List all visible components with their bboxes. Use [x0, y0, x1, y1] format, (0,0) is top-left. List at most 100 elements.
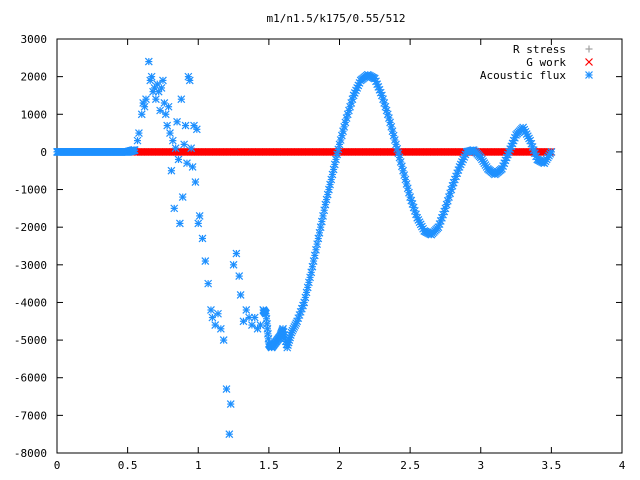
acoustic-flux-point [180, 140, 189, 149]
acoustic-flux-point [403, 184, 412, 193]
acoustic-flux-point [303, 283, 312, 292]
x-tick-label: 1 [195, 459, 202, 472]
acoustic-flux-point [208, 313, 217, 322]
acoustic-flux-point [412, 210, 420, 219]
acoustic-flux-point [339, 127, 347, 136]
acoustic-flux-point [402, 179, 411, 188]
acoustic-flux-point [161, 110, 170, 119]
acoustic-flux-point [142, 95, 150, 104]
y-tick-label: 0 [40, 146, 47, 159]
acoustic-flux-point [222, 385, 231, 393]
acoustic-flux-point [399, 166, 407, 175]
y-tick-label: -3000 [14, 259, 47, 272]
acoustic-flux-point [198, 234, 207, 243]
acoustic-flux-point [226, 400, 235, 408]
acoustic-flux-point [133, 136, 142, 145]
acoustic-flux-point [170, 204, 179, 213]
acoustic-flux-point [394, 149, 403, 158]
acoustic-flux-point [250, 313, 259, 322]
legend-label: R stress [513, 43, 566, 56]
acoustic-flux-point [547, 147, 556, 156]
acoustic-flux-point [216, 324, 225, 333]
x-tick-label: 0.5 [118, 459, 138, 472]
acoustic-flux-point [333, 150, 342, 159]
acoustic-flux-point [174, 155, 183, 164]
acoustic-flux-point [144, 57, 153, 66]
acoustic-flux-point [178, 193, 187, 201]
acoustic-flux-point [164, 102, 173, 111]
acoustic-flux-point [396, 158, 405, 166]
acoustic-flux-point [219, 336, 228, 345]
acoustic-flux-point [301, 293, 310, 302]
acoustic-flux-point [201, 257, 210, 265]
acoustic-flux-point [166, 129, 174, 138]
acoustic-flux-point [156, 106, 165, 115]
acoustic-flux-point [147, 72, 156, 81]
y-tick-label: -1000 [14, 184, 47, 197]
acoustic-flux-point [304, 278, 313, 287]
acoustic-flux-point [235, 272, 244, 281]
acoustic-flux-point [328, 170, 337, 179]
chart-title: m1/n1.5/k175/0.55/512 [266, 12, 405, 25]
x-tick-label: 4 [619, 459, 626, 472]
acoustic-flux-point [401, 175, 410, 184]
acoustic-flux-point [319, 211, 327, 220]
y-tick-label: -6000 [14, 372, 47, 385]
acoustic-flux-point [229, 260, 238, 269]
legend-marker [585, 45, 593, 53]
acoustic-flux-point [300, 298, 309, 307]
acoustic-flux-point [140, 102, 149, 111]
acoustic-flux-point [173, 117, 181, 126]
acoustic-flux-point [397, 162, 406, 171]
acoustic-flux-point [308, 262, 317, 271]
y-tick-label: -5000 [14, 334, 47, 347]
acoustic-flux-point [192, 125, 201, 134]
acoustic-flux-point [207, 306, 215, 314]
data-marks [53, 57, 556, 439]
acoustic-flux-point [387, 122, 396, 131]
legend-marker [585, 71, 593, 79]
acoustic-flux-point [326, 180, 335, 189]
y-tick-label: -7000 [14, 409, 47, 422]
acoustic-flux-point [232, 249, 241, 258]
acoustic-flux-point [302, 288, 311, 297]
x-tick-label: 2.5 [400, 459, 420, 472]
y-tick-label: 3000 [21, 33, 48, 46]
acoustic-flux-point [214, 309, 222, 318]
y-tick-label: -2000 [14, 221, 47, 234]
acoustic-flux-point [334, 145, 343, 154]
x-tick-label: 2 [336, 459, 343, 472]
acoustic-flux-point [256, 321, 265, 329]
y-tick-label: -4000 [14, 296, 47, 309]
acoustic-flux-point [385, 114, 393, 122]
acoustic-flux-point [335, 140, 344, 149]
acoustic-flux-point [159, 76, 167, 85]
acoustic-flux-point [400, 171, 409, 180]
acoustic-flux-point [191, 178, 200, 186]
acoustic-flux-point [167, 166, 176, 175]
acoustic-flux-point [340, 122, 349, 131]
acoustic-flux-point [157, 84, 166, 92]
acoustic-flux-point [248, 321, 256, 329]
acoustic-flux-point [388, 127, 397, 136]
acoustic-flux-point [337, 131, 346, 140]
axis-ticks: 0 0.5 1 1.5 2 2.5 3 3.5 4 3000 2000 1000 0 -1000 -2000… [14, 33, 626, 472]
acoustic-flux-point [195, 211, 204, 220]
acoustic-flux-point [341, 118, 350, 127]
acoustic-flux-point [177, 95, 186, 104]
acoustic-flux-point [239, 317, 248, 326]
legend-label: G work [526, 56, 566, 69]
y-tick-label: -8000 [14, 447, 47, 460]
acoustic-flux-point [332, 155, 340, 164]
acoustic-flux-point [322, 195, 331, 204]
acoustic-flux-point [329, 165, 338, 174]
acoustic-flux-point [389, 131, 398, 140]
y-tick-label: 1000 [21, 108, 48, 121]
acoustic-flux-point [185, 76, 194, 85]
acoustic-flux-point [211, 321, 220, 329]
acoustic-flux-point [392, 140, 400, 149]
acoustic-flux-point [405, 188, 413, 197]
x-tick-label: 0 [54, 459, 61, 472]
